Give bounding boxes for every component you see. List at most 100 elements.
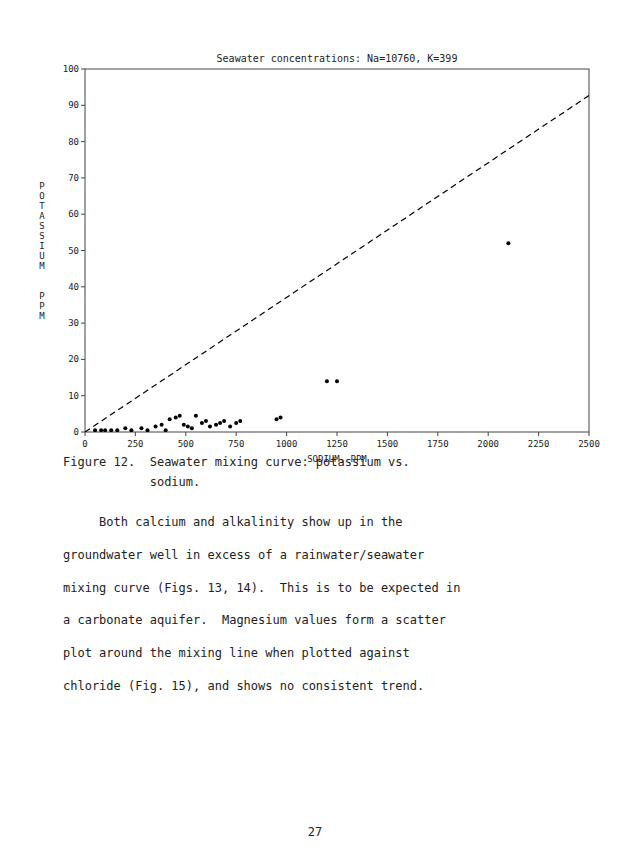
scatter-point — [506, 241, 510, 245]
y-tick — [81, 141, 85, 142]
x-tick-label: 2000 — [477, 439, 499, 449]
scatter-point — [335, 379, 339, 383]
scatter-point — [182, 423, 186, 427]
y-label-char: M — [39, 261, 45, 271]
y-tick-label: 60 — [68, 209, 79, 219]
x-tick — [236, 432, 237, 436]
x-tick-label: 1500 — [377, 439, 399, 449]
y-tick — [81, 286, 85, 287]
x-tick-label: 750 — [228, 439, 244, 449]
y-label-char: T — [39, 201, 45, 211]
x-tick-label: 1250 — [326, 439, 348, 449]
y-tick-label: 40 — [68, 282, 79, 292]
caption: Figure 12. Seawater mixing curve: potass… — [63, 455, 410, 469]
y-tick-label: 10 — [68, 391, 79, 401]
scatter-point — [214, 423, 218, 427]
y-tick-label: 100 — [63, 64, 79, 74]
scatter-point — [178, 414, 182, 418]
scatter-point — [190, 426, 194, 430]
y-tick-label: 80 — [68, 137, 79, 147]
body-text: a carbonate aquifer. Magnesium values fo… — [63, 613, 446, 627]
scatter-point — [103, 428, 107, 432]
scatter-point — [200, 421, 204, 425]
y-tick-label: 0 — [74, 427, 79, 437]
y-label-char: S — [39, 231, 44, 241]
y-tick-label: 30 — [68, 318, 79, 328]
scatter-point — [145, 428, 149, 432]
scatter-point — [109, 428, 113, 432]
body-text: Both calcium and alkalinity show up in t… — [63, 515, 403, 529]
scatter-point — [154, 425, 158, 429]
scatter-point — [325, 379, 329, 383]
x-tick — [538, 432, 539, 436]
y-tick — [81, 432, 85, 433]
scatter-point — [174, 415, 178, 419]
y-label-char: S — [39, 221, 44, 231]
y-label-char: A — [39, 211, 45, 221]
y-label: POTASSIUMPPM — [39, 181, 45, 321]
y-tick — [81, 323, 85, 324]
scatter-point — [139, 426, 143, 430]
y-tick-label: 90 — [68, 100, 79, 110]
scatter-point — [204, 419, 208, 423]
y-tick-label: 20 — [68, 354, 79, 364]
scatter-point — [238, 419, 242, 423]
caption: sodium. — [63, 475, 200, 489]
title: Seawater concentrations: Na=10760, K=399 — [217, 53, 458, 64]
x-tick — [387, 432, 388, 436]
plot-marks — [85, 95, 589, 432]
y-label-char: I — [39, 241, 44, 251]
scatter-point — [228, 425, 232, 429]
x-tick-label: 250 — [127, 439, 143, 449]
x-tick-label: 2250 — [528, 439, 550, 449]
x-tick — [437, 432, 438, 436]
page-number: 27 — [308, 825, 322, 839]
scatter-point — [275, 417, 279, 421]
page: 0 250 500 750 1000 1250 1500 1750 2000 2250 2500 0 1… — [0, 0, 630, 864]
x-tick-label: 2500 — [578, 439, 600, 449]
scatter-point — [194, 414, 198, 418]
plot-frame — [85, 69, 589, 432]
mixing-line — [85, 95, 589, 432]
y-label-char: P — [39, 181, 45, 191]
y-label-char: U — [39, 251, 44, 261]
scatter-point — [99, 428, 103, 432]
y-tick-label: 50 — [68, 246, 79, 256]
body-text: groundwater well in excess of a rainwate… — [63, 548, 424, 562]
y-tick — [81, 214, 85, 215]
x-tick — [185, 432, 186, 436]
scatter-point — [168, 417, 172, 421]
y-tick-label: 70 — [68, 173, 79, 183]
y-tick — [81, 105, 85, 106]
y-tick — [81, 69, 85, 70]
scatter-point — [164, 428, 168, 432]
y-label-char: M — [39, 311, 45, 321]
scatter-point — [222, 419, 226, 423]
scatter-point — [208, 425, 212, 429]
x-tick-label: 1750 — [427, 439, 449, 449]
x-tick — [589, 432, 590, 436]
y-tick — [81, 177, 85, 178]
y-tick — [81, 250, 85, 251]
x-tick — [135, 432, 136, 436]
body-text: mixing curve (Figs. 13, 14). This is to … — [63, 581, 460, 595]
body-text: chloride (Fig. 15), and shows no consist… — [63, 679, 424, 693]
x-tick-label: 1000 — [276, 439, 298, 449]
scatter-point — [186, 425, 190, 429]
scatter-point — [129, 428, 133, 432]
scatter-point — [218, 421, 222, 425]
x-tick — [286, 432, 287, 436]
scatter-point — [279, 415, 283, 419]
x-tick — [337, 432, 338, 436]
scatter-point — [123, 426, 127, 430]
y-tick — [81, 395, 85, 396]
body-text: plot around the mixing line when plotted… — [63, 646, 410, 660]
x-tick — [85, 432, 86, 436]
scatter-point — [234, 421, 238, 425]
y-label-char: P — [39, 291, 45, 301]
y-label-char: O — [39, 191, 44, 201]
x-tick — [488, 432, 489, 436]
y-label-char: P — [39, 301, 45, 311]
x-tick-label: 0 — [82, 439, 87, 449]
x-tick-label: 500 — [178, 439, 194, 449]
